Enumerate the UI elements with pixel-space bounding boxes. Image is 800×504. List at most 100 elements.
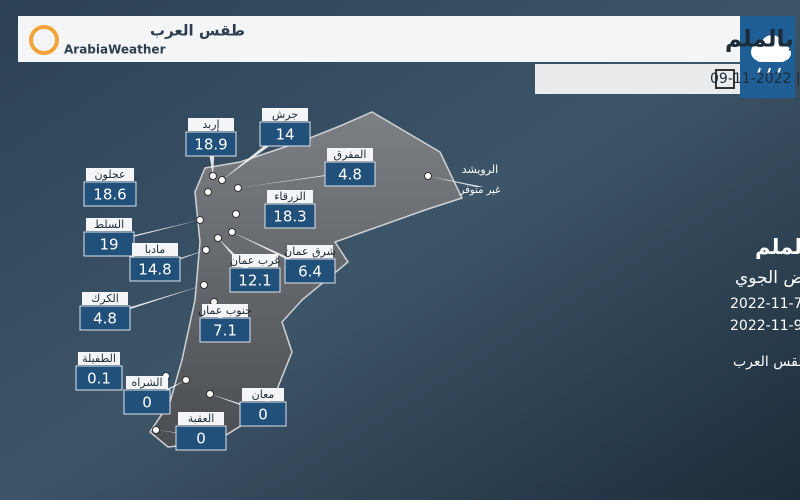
station-value: 18.9 [194, 136, 227, 154]
station-value: 14 [275, 126, 294, 144]
calendar-icon [715, 69, 735, 89]
station: المفرق 4.8 [234, 148, 376, 192]
release-bar [535, 64, 740, 94]
station: شرق عمان 6.4 [228, 228, 336, 284]
station-dot [209, 172, 217, 180]
station-name: السلط [94, 218, 124, 231]
station: معان 0 [206, 388, 287, 427]
station: الشراه 0 [123, 376, 190, 415]
value-box [75, 365, 123, 391]
value-box [229, 267, 281, 293]
name-tag [126, 376, 168, 389]
value-box [83, 181, 137, 207]
summary-from: من مساء يوم الإثنين 7-11-2022 [730, 296, 800, 312]
station: جنوب عمان 7.1 [198, 298, 252, 343]
station: مادبا 14.8 [129, 243, 210, 282]
station-name: الكرك [91, 292, 119, 305]
station-value: 0 [258, 406, 268, 424]
name-tag [232, 254, 278, 267]
summary: كميات الأمطار المُسجّلة بالملم خلال تأثي… [730, 233, 800, 370]
station: الطفيلة 0.1 [75, 352, 170, 391]
station-dot [182, 376, 190, 384]
station-value: 14.8 [138, 261, 171, 279]
value-box [129, 256, 181, 282]
station-value: 0 [196, 430, 206, 448]
station-name: عجلون [94, 168, 125, 181]
station-value: 0 [142, 394, 152, 412]
station-value: 18.3 [273, 208, 306, 226]
station: جرش 14 [218, 108, 311, 184]
brand-logo [29, 25, 59, 55]
value-box [123, 389, 171, 415]
name-tag [242, 388, 284, 401]
station-dot [228, 228, 236, 236]
station-value: 18.6 [93, 186, 126, 204]
station-value: 19 [99, 236, 118, 254]
station-value: 0.1 [87, 370, 111, 388]
header-bar [18, 16, 740, 62]
station-dot [234, 184, 242, 192]
summary-subtitle: خلال تأثير المنخفض الجوي [735, 265, 800, 288]
station-dot [206, 390, 214, 398]
header-title: كميات الأمطار المُسجّلة بالملم [725, 24, 800, 53]
station-name: معان [252, 388, 275, 401]
station-dot [152, 426, 160, 434]
name-tag [78, 352, 120, 365]
station-value: غير متوفر [459, 185, 501, 196]
stations: إربد 18.9 جرش 14 المفرق 4.8 عجلون 18.6 الزرقاء 18… [75, 108, 501, 451]
value-box [185, 131, 237, 157]
name-tag [202, 304, 248, 317]
station-value: 12.1 [238, 272, 271, 290]
name-tag [188, 118, 234, 131]
station: إربد 18.9 [185, 118, 237, 180]
station-name: الرويشد [462, 163, 498, 176]
station-value: 6.4 [298, 263, 322, 281]
station: غرب عمان 12.1 [214, 234, 281, 293]
station: الكرك 4.8 [79, 281, 208, 331]
value-box [199, 317, 251, 343]
name-tag [327, 148, 373, 161]
station-dot [202, 246, 210, 254]
station-value: 4.8 [93, 310, 117, 328]
value-box [239, 401, 287, 427]
release-date: إصدار الثلاثاء | 2022-11-09 [710, 71, 800, 87]
station-value: 7.1 [213, 322, 237, 340]
name-tag [287, 245, 333, 258]
value-box [284, 258, 336, 284]
value-box [324, 161, 376, 187]
station-name: مادبا [145, 243, 166, 256]
name-tag [262, 108, 308, 121]
station-dot [218, 176, 226, 184]
station-dot [214, 234, 222, 242]
cloud-icon [751, 35, 791, 75]
station-name: الطفيلة [82, 352, 116, 365]
summary-to: حتى مساء يوم الأربعاء 9-11-2022 [730, 316, 800, 334]
pointer [428, 176, 484, 187]
name-tag [132, 243, 178, 256]
name-tag [86, 168, 134, 181]
value-box [175, 425, 227, 451]
name-tag [86, 218, 132, 231]
station-name: الزرقاء [274, 190, 306, 203]
summary-title: كميات الأمطار المُسجّلة بالملم [755, 233, 800, 259]
station-name: شرق عمان [284, 245, 336, 258]
station: الرويشد غير متوفر [424, 163, 501, 196]
name-tag [267, 190, 313, 203]
station-dot [204, 188, 212, 196]
station-dot [232, 210, 240, 218]
station-name: جنوب عمان [198, 304, 252, 317]
summary-source: بحسب شبكة محطات رصد طقس العرب [733, 354, 800, 370]
brand-arabic: طقس العرب [150, 22, 245, 40]
station-name: غرب عمان [230, 254, 280, 267]
station: العقبة 0 [152, 412, 227, 451]
station-value: 4.8 [338, 166, 362, 184]
station-name: الشراه [131, 376, 162, 389]
name-tag [178, 412, 224, 425]
value-box [259, 121, 311, 147]
brand-english: ArabiaWeather [64, 43, 166, 57]
station-name: جرش [272, 108, 298, 121]
station-dot [200, 281, 208, 289]
station: عجلون 18.6 [83, 168, 212, 207]
